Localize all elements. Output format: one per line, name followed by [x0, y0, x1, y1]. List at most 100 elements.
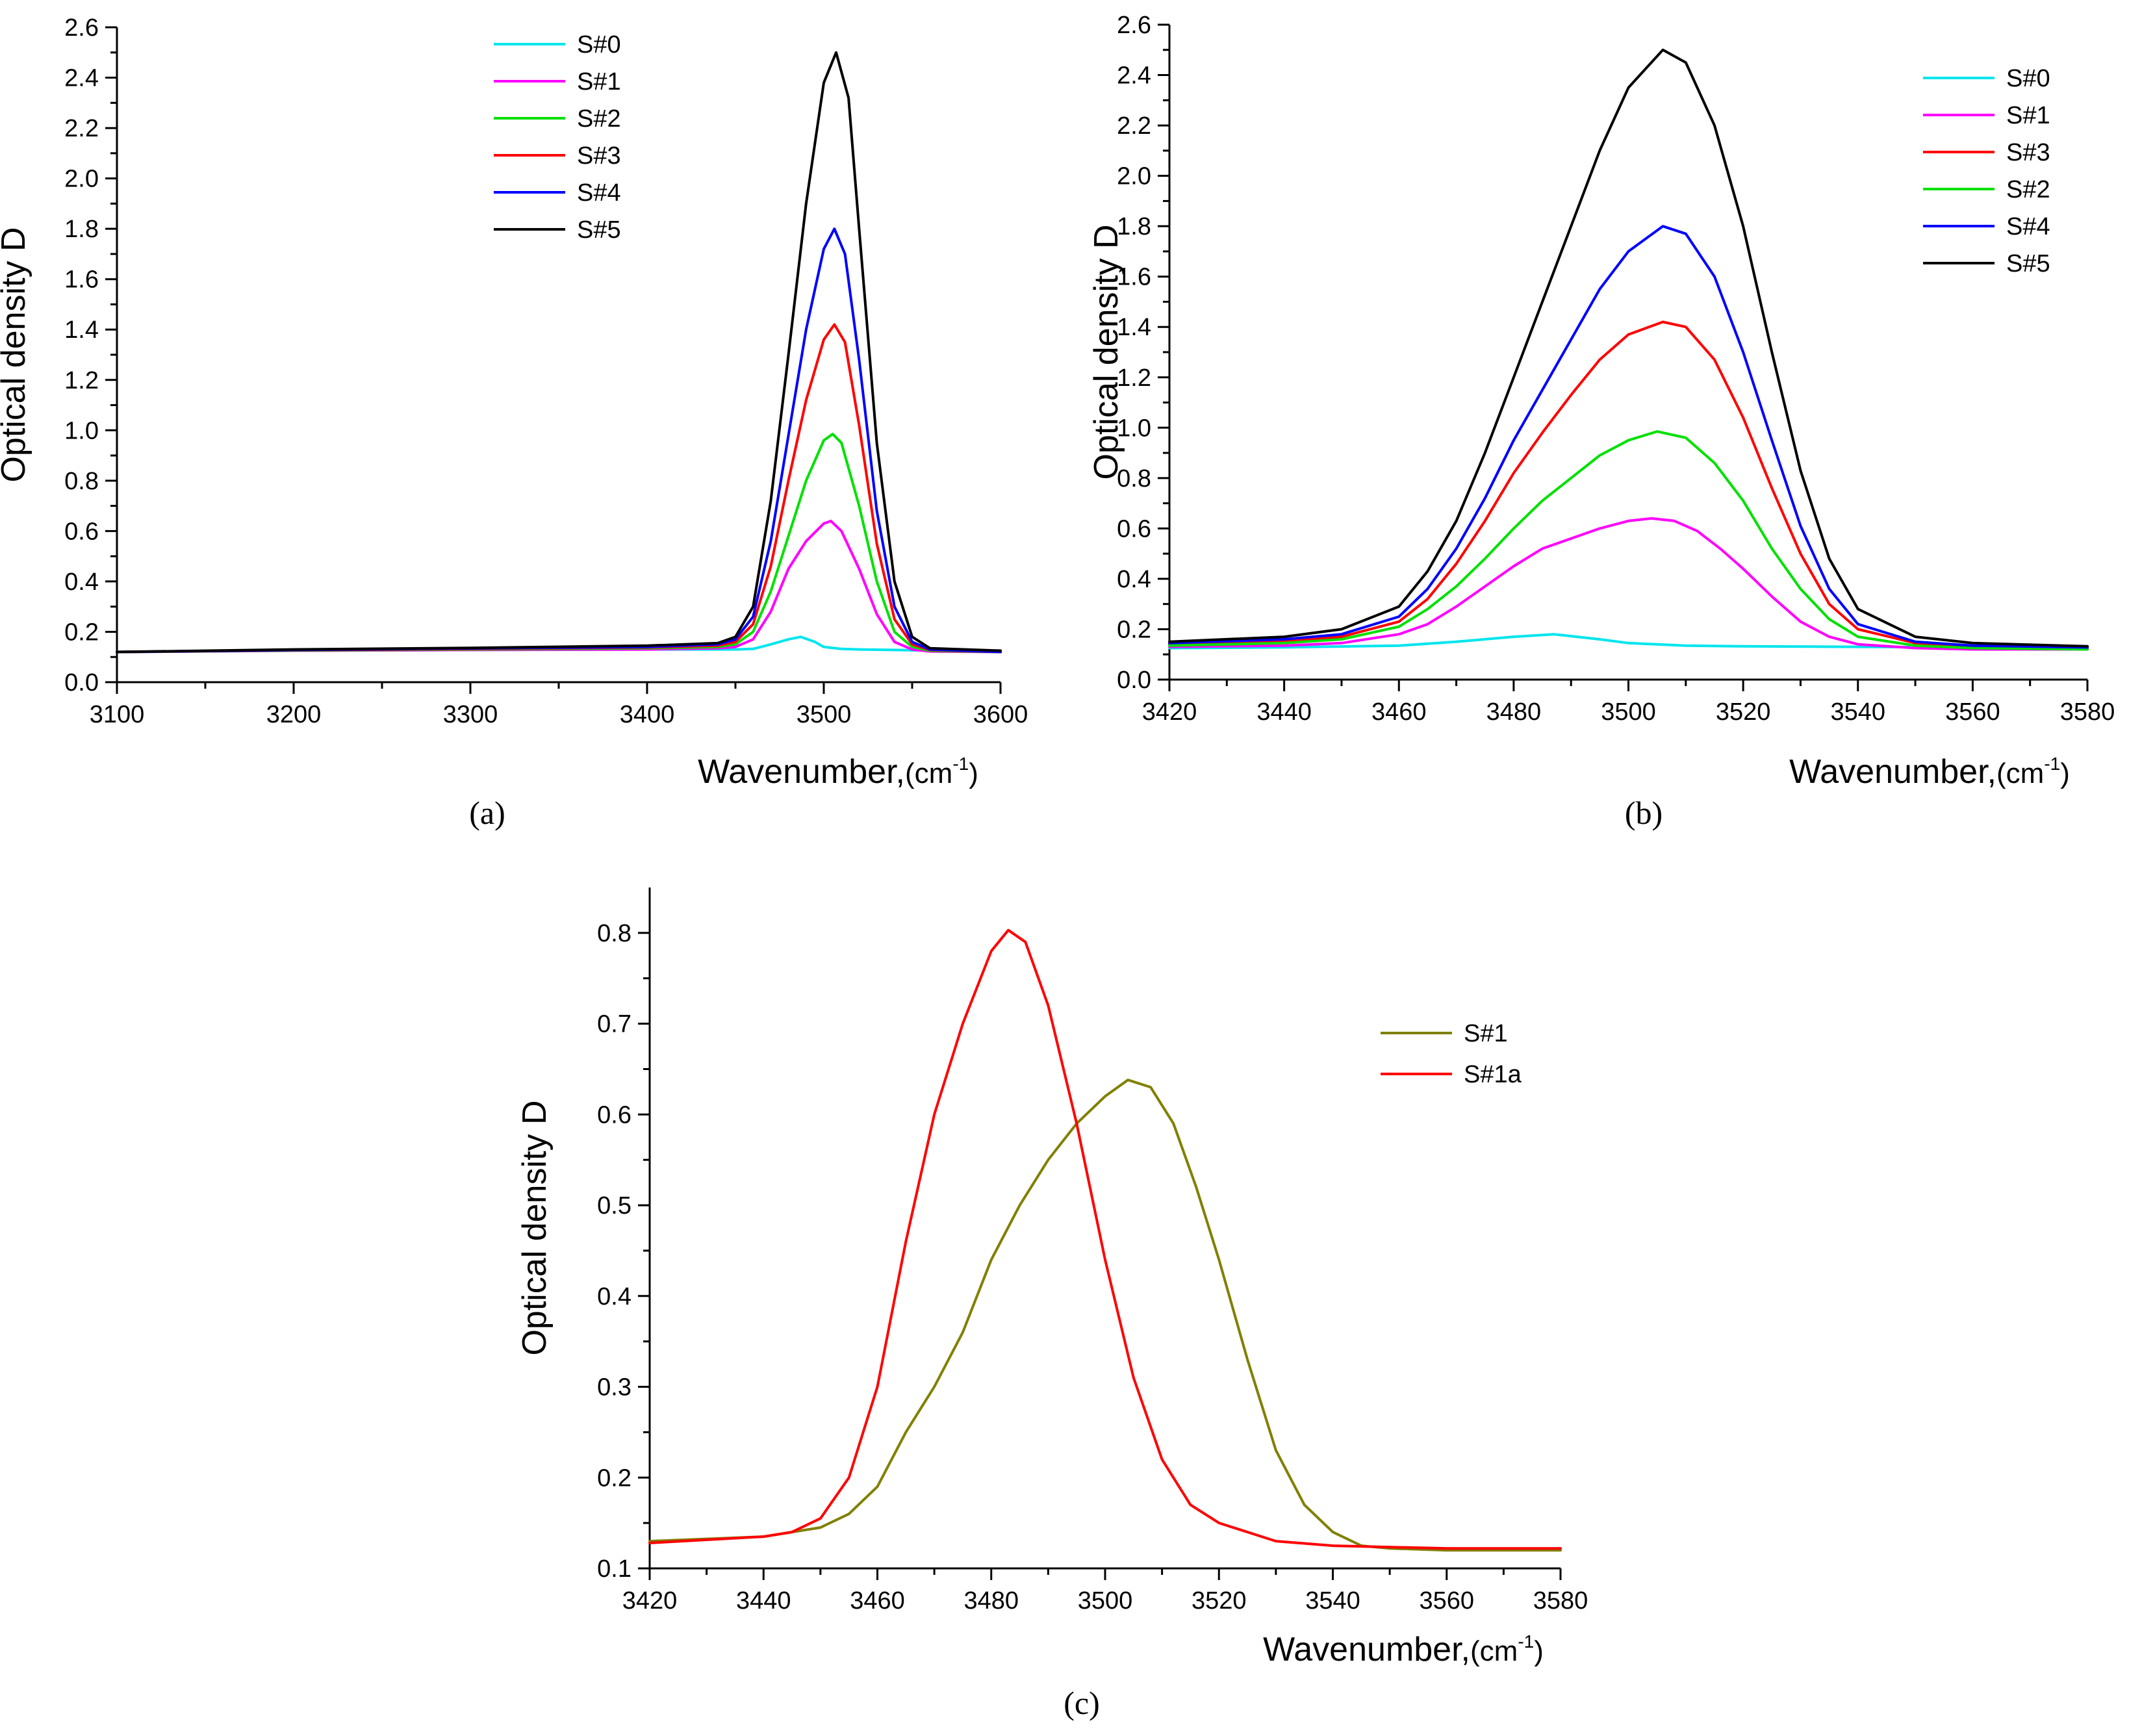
y-tick-label: 1.6 [64, 266, 99, 294]
y-axis-title: Optical density D [0, 227, 32, 482]
y-tick-label: 0.6 [597, 1101, 631, 1129]
y-axis-title: Optical density D [516, 1100, 554, 1355]
x-axis-unit: (cm [905, 758, 952, 789]
legend-label-s3: S#3 [2006, 139, 2050, 166]
panel-label: (b) [1625, 795, 1663, 831]
legend-label-s1: S#1 [1464, 1020, 1508, 1047]
y-tick-label: 2.0 [1117, 163, 1151, 190]
y-tick-label: 1.0 [64, 417, 99, 444]
x-axis-unit-close: ) [1534, 1635, 1544, 1667]
legend-label-s4: S#4 [2006, 213, 2050, 240]
x-tick-label: 3560 [1419, 1587, 1474, 1615]
legend-label-s4: S#4 [577, 179, 621, 207]
y-tick-label: 0.2 [1117, 616, 1151, 643]
y-tick-label: 0.8 [597, 920, 631, 947]
x-axis-title: Wavenumber,(cm-1) [1789, 753, 2070, 791]
y-tick-label: 0.4 [64, 568, 99, 596]
y-tick-label: 0.0 [1117, 667, 1151, 694]
x-tick-label: 3420 [1142, 698, 1197, 726]
legend-label-s0: S#0 [2006, 65, 2050, 92]
y-tick-label: 2.2 [1117, 112, 1151, 140]
legend-label-s5: S#5 [2006, 250, 2050, 277]
y-tick-label: 0.0 [64, 669, 99, 696]
series-line-s3 [1168, 320, 2089, 650]
y-tick-label: 0.2 [597, 1464, 631, 1492]
series-line-s1 [648, 1079, 1562, 1552]
x-axis-unit: (cm [1470, 1635, 1518, 1667]
x-tick-label: 3500 [797, 701, 852, 728]
y-tick-label: 2.4 [1117, 62, 1151, 90]
y-axis-title: Optical density D [1088, 224, 1125, 479]
chart-panel-b: (b) 3420 3440 3460 3480 3500 3520 3540 3560 3580… [1088, 12, 2115, 831]
x-tick-label: 3300 [443, 701, 498, 728]
x-tick-label: 3540 [1830, 698, 1885, 726]
x-tick-label: 3480 [1486, 698, 1542, 726]
series-line-s1a [648, 928, 1562, 1550]
y-tick-label: 1.4 [1117, 314, 1151, 341]
x-tick-label: 3520 [1716, 698, 1771, 726]
y-tick-label: 0.1 [597, 1555, 631, 1583]
x-axis-unit-close: ) [969, 758, 978, 789]
y-tick-label: 1.4 [64, 316, 99, 344]
series-line-s1 [1168, 517, 2089, 651]
legend-label-s5: S#5 [577, 216, 621, 244]
legend-label-s1: S#1 [2006, 102, 2050, 129]
x-axis-unit-exponent: -1 [2044, 754, 2060, 774]
y-tick-label: 0.2 [64, 619, 99, 646]
chart-panel-c: (c) 3420 3440 3460 3480 3500 3520 3540 3560 3580… [516, 887, 1588, 1721]
x-tick-label: 3600 [973, 701, 1028, 728]
x-tick-label: 3500 [1078, 1587, 1133, 1615]
y-tick-label: 0.7 [597, 1011, 631, 1038]
x-tick-label: 3100 [90, 701, 145, 728]
x-tick-label: 3480 [963, 1587, 1019, 1615]
y-tick-label: 1.2 [64, 367, 99, 394]
y-tick-label: 0.4 [1117, 566, 1151, 593]
x-tick-label: 3420 [622, 1587, 678, 1615]
y-tick-label: 1.2 [1117, 364, 1151, 392]
y-tick-label: 2.6 [64, 14, 99, 42]
legend-label-s2: S#2 [577, 105, 621, 133]
x-tick-label: 3440 [1256, 698, 1312, 726]
x-axis-unit-close: ) [2060, 758, 2070, 789]
legend-label-s3: S#3 [577, 142, 621, 170]
y-tick-label: 2.6 [1117, 12, 1151, 39]
x-tick-label: 3440 [736, 1587, 791, 1615]
legend-label-s0: S#0 [577, 31, 621, 58]
y-tick-label: 0.6 [1117, 515, 1151, 542]
x-axis-unit-exponent: -1 [952, 754, 969, 774]
chart-panel-a: (a) 3100 3200 3300 3400 3500 3600 0.0 0.2 0.4 0.6… [0, 14, 1028, 831]
x-tick-label: 3460 [850, 1587, 905, 1615]
x-tick-label: 3460 [1371, 698, 1427, 726]
y-tick-label: 0.6 [64, 518, 99, 545]
x-tick-label: 3200 [266, 701, 322, 728]
series-line-s3 [116, 323, 1002, 654]
series-line-s2 [116, 433, 1002, 654]
x-tick-label: 3400 [620, 701, 675, 728]
y-tick-label: 1.8 [64, 216, 99, 243]
series-line-s0 [1168, 633, 2089, 650]
panel-label: (a) [469, 795, 505, 831]
y-tick-label: 2.0 [64, 166, 99, 193]
x-tick-label: 3520 [1192, 1587, 1247, 1615]
x-axis-title: Wavenumber,(cm-1) [698, 753, 978, 791]
y-tick-label: 2.4 [64, 65, 99, 92]
series-line-s5 [116, 51, 1002, 654]
series-line-s2 [1168, 430, 2089, 651]
series-line-s5 [1168, 48, 2089, 648]
x-tick-label: 3580 [2060, 698, 2115, 726]
y-tick-label: 2.2 [64, 115, 99, 142]
y-tick-label: 1.6 [1117, 264, 1151, 291]
series-line-s4 [1168, 225, 2089, 649]
y-tick-label: 0.8 [64, 468, 99, 495]
x-axis-title-text: Wavenumber, [1263, 1631, 1470, 1668]
y-tick-label: 0.3 [597, 1374, 631, 1401]
legend-label-s2: S#2 [2006, 176, 2050, 203]
y-tick-label: 1.0 [1117, 415, 1151, 442]
x-axis-title-text: Wavenumber, [1789, 753, 1996, 791]
x-tick-label: 3500 [1601, 698, 1656, 726]
y-tick-label: 0.8 [1117, 465, 1151, 492]
x-axis-title-text: Wavenumber, [698, 753, 905, 791]
legend-label-s1a: S#1a [1464, 1061, 1522, 1088]
x-tick-label: 3580 [1533, 1587, 1588, 1615]
